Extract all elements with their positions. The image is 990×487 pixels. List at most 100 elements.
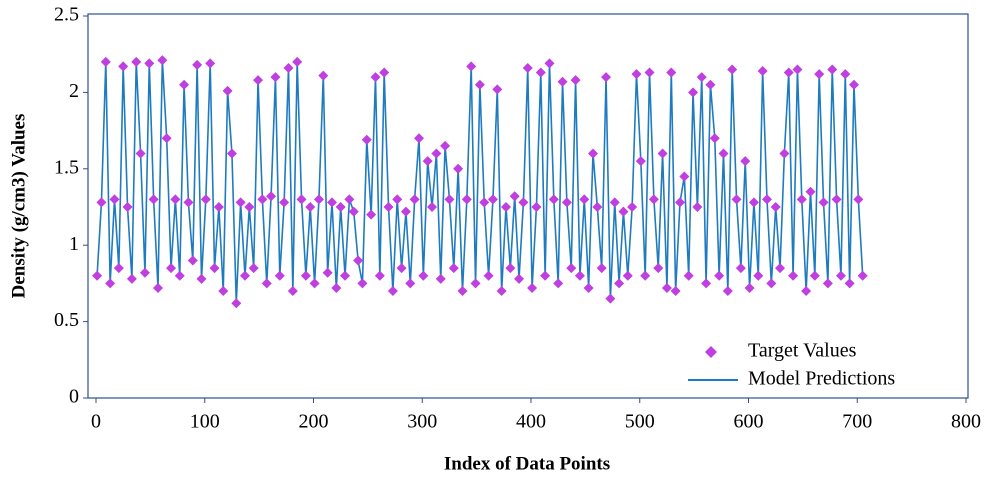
target-point <box>522 62 533 73</box>
target-point <box>709 133 720 144</box>
target-point <box>805 186 816 197</box>
target-point <box>635 156 646 167</box>
target-point <box>366 209 377 220</box>
target-point <box>344 194 355 205</box>
target-point <box>183 197 194 208</box>
target-point <box>796 194 807 205</box>
target-point <box>696 72 707 83</box>
x-axis-label: Index of Data Points <box>444 453 610 474</box>
target-point <box>226 148 237 159</box>
target-point <box>792 64 803 75</box>
target-point <box>152 282 163 293</box>
target-point <box>139 267 150 278</box>
target-point <box>548 194 559 205</box>
target-point <box>357 278 368 289</box>
target-point <box>701 278 712 289</box>
x-tick-label: 500 <box>625 411 655 433</box>
target-point <box>144 58 155 69</box>
target-point <box>422 156 433 167</box>
target-point <box>679 171 690 182</box>
target-point <box>661 282 672 293</box>
target-point <box>535 67 546 78</box>
target-point <box>270 72 281 83</box>
target-point <box>844 278 855 289</box>
target-point <box>744 282 755 293</box>
target-point <box>209 263 220 274</box>
target-point <box>161 133 172 144</box>
target-point <box>618 206 629 217</box>
target-point <box>96 197 107 208</box>
target-point <box>470 278 481 289</box>
target-point <box>109 194 120 205</box>
target-point <box>566 263 577 274</box>
target-point <box>179 79 190 90</box>
target-point <box>370 72 381 83</box>
target-point <box>235 197 246 208</box>
target-point <box>705 79 716 90</box>
target-point <box>775 263 786 274</box>
target-point <box>748 197 759 208</box>
target-point <box>400 206 411 217</box>
plot-frame <box>87 13 969 399</box>
target-point <box>622 270 633 281</box>
target-point <box>166 263 177 274</box>
target-point <box>261 278 272 289</box>
target-point <box>500 202 511 212</box>
target-point <box>279 197 290 208</box>
target-point <box>492 84 503 95</box>
target-point <box>122 202 133 212</box>
target-point <box>131 56 142 67</box>
target-point <box>722 286 733 297</box>
target-point <box>313 194 324 205</box>
target-point <box>614 278 625 289</box>
target-point <box>174 270 185 281</box>
x-tick-label: 0 <box>91 411 101 433</box>
target-point <box>653 263 664 274</box>
target-point <box>835 270 846 281</box>
target-point <box>409 194 420 205</box>
y-tick-label: 2.5 <box>54 4 79 26</box>
target-point <box>544 58 555 69</box>
target-point <box>305 202 316 212</box>
target-point <box>496 286 507 297</box>
target-point <box>170 194 181 205</box>
target-point <box>583 282 594 293</box>
target-point <box>509 191 520 202</box>
target-point <box>440 140 451 151</box>
target-point <box>283 62 294 73</box>
target-point <box>148 194 159 205</box>
target-point <box>761 194 772 205</box>
target-point <box>587 148 598 159</box>
target-point <box>574 270 585 281</box>
target-point <box>244 202 255 212</box>
target-point <box>196 273 207 284</box>
target-point <box>287 286 298 297</box>
target-point <box>392 194 403 205</box>
x-tick-label: 800 <box>951 411 981 433</box>
target-point <box>579 194 590 205</box>
target-point <box>714 270 725 281</box>
target-point <box>801 286 812 297</box>
target-point <box>213 202 224 212</box>
target-point <box>818 197 829 208</box>
target-point <box>518 197 529 208</box>
target-point <box>853 194 864 205</box>
target-point <box>644 67 655 78</box>
target-point <box>318 70 329 81</box>
target-point <box>570 75 581 86</box>
target-point <box>296 194 307 205</box>
target-point <box>427 202 438 212</box>
target-point <box>553 278 564 289</box>
target-point <box>383 202 394 212</box>
target-point <box>192 59 203 70</box>
target-point <box>609 197 620 208</box>
target-point <box>683 270 694 281</box>
legend-marker <box>705 346 717 358</box>
target-point <box>431 148 442 159</box>
target-point <box>783 67 794 78</box>
target-point <box>666 67 677 78</box>
target-point <box>561 197 572 208</box>
target-point <box>413 133 424 144</box>
target-point <box>361 134 372 145</box>
